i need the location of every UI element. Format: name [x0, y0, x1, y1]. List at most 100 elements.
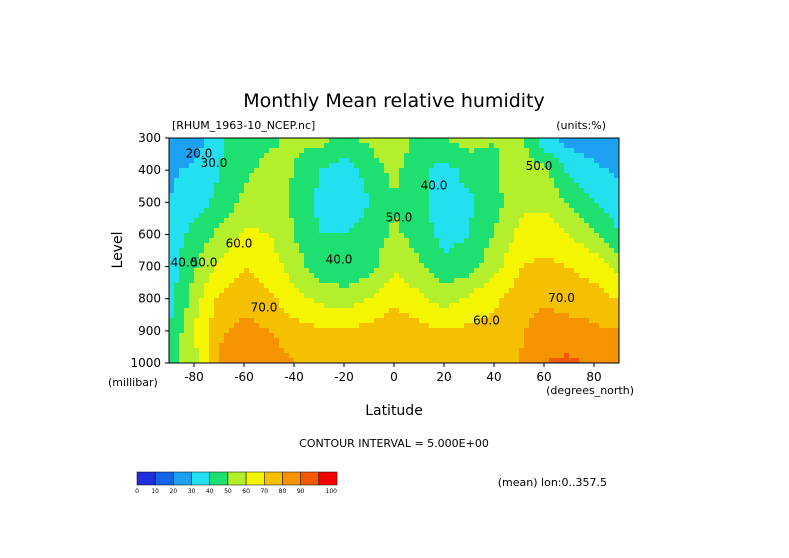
humidity-cell	[464, 208, 470, 214]
humidity-cell	[479, 278, 485, 284]
humidity-cell	[284, 293, 290, 299]
humidity-cell	[599, 288, 605, 294]
humidity-cell	[179, 273, 185, 279]
humidity-cell	[214, 248, 220, 254]
humidity-cell	[524, 283, 530, 289]
humidity-cell	[479, 228, 485, 234]
humidity-cell	[399, 163, 405, 169]
humidity-cell	[514, 328, 520, 334]
humidity-cell	[419, 283, 425, 289]
humidity-cell	[274, 288, 280, 294]
humidity-cell	[484, 318, 490, 324]
humidity-cell	[424, 248, 430, 254]
humidity-cell	[504, 328, 510, 334]
humidity-cell	[559, 153, 565, 159]
humidity-cell	[599, 263, 605, 269]
humidity-cell	[344, 258, 350, 264]
humidity-cell	[564, 213, 570, 219]
humidity-cell	[304, 168, 310, 174]
humidity-cell	[174, 323, 180, 329]
humidity-cell	[569, 333, 575, 339]
humidity-cell	[284, 343, 290, 349]
humidity-cell	[569, 183, 575, 189]
humidity-cell	[434, 173, 440, 179]
humidity-cell	[189, 263, 195, 269]
humidity-cell	[184, 158, 190, 164]
humidity-cell	[264, 233, 270, 239]
humidity-cell	[409, 343, 415, 349]
humidity-cell	[304, 188, 310, 194]
humidity-cell	[239, 183, 245, 189]
humidity-cell	[199, 328, 205, 334]
humidity-cell	[219, 328, 225, 334]
humidity-cell	[174, 358, 180, 364]
humidity-cell	[584, 203, 590, 209]
humidity-cell	[564, 143, 570, 149]
humidity-cell	[209, 148, 215, 154]
humidity-cell	[244, 313, 250, 319]
humidity-cell	[349, 183, 355, 189]
humidity-cell	[484, 343, 490, 349]
humidity-cell	[419, 223, 425, 229]
humidity-cell	[459, 153, 465, 159]
humidity-cell	[279, 228, 285, 234]
humidity-cell	[594, 138, 600, 144]
humidity-cell	[169, 278, 175, 284]
humidity-cell	[234, 353, 240, 359]
humidity-cell	[419, 278, 425, 284]
humidity-cell	[199, 273, 205, 279]
humidity-cell	[404, 278, 410, 284]
humidity-cell	[299, 233, 305, 239]
humidity-cell	[534, 163, 540, 169]
humidity-cell	[219, 233, 225, 239]
humidity-cell	[579, 273, 585, 279]
humidity-cell	[219, 183, 225, 189]
humidity-cell	[304, 358, 310, 364]
humidity-cell	[214, 288, 220, 294]
humidity-cell	[389, 153, 395, 159]
humidity-cell	[364, 358, 370, 364]
humidity-cell	[369, 328, 375, 334]
humidity-cell	[224, 308, 230, 314]
humidity-cell	[249, 198, 255, 204]
humidity-cell	[214, 228, 220, 234]
humidity-cell	[379, 263, 385, 269]
humidity-cell	[344, 318, 350, 324]
humidity-cell	[319, 163, 325, 169]
humidity-cell	[434, 228, 440, 234]
humidity-cell	[359, 323, 365, 329]
humidity-cell	[539, 163, 545, 169]
humidity-cell	[474, 183, 480, 189]
humidity-cell	[444, 258, 450, 264]
humidity-cell	[614, 208, 620, 214]
humidity-cell	[294, 243, 300, 249]
humidity-cell	[329, 298, 335, 304]
humidity-cell	[349, 178, 355, 184]
contour-label: 60.0	[226, 236, 253, 250]
humidity-cell	[259, 313, 265, 319]
humidity-cell	[189, 283, 195, 289]
humidity-cell	[489, 173, 495, 179]
humidity-cell	[414, 268, 420, 274]
humidity-cell	[359, 248, 365, 254]
humidity-cell	[594, 178, 600, 184]
humidity-cell	[249, 313, 255, 319]
humidity-cell	[254, 233, 260, 239]
humidity-cell	[174, 153, 180, 159]
humidity-cell	[324, 158, 330, 164]
humidity-cell	[354, 343, 360, 349]
humidity-cell	[239, 273, 245, 279]
humidity-cell	[384, 228, 390, 234]
humidity-cell	[304, 288, 310, 294]
humidity-cell	[494, 348, 500, 354]
humidity-cell	[474, 163, 480, 169]
humidity-cell	[304, 138, 310, 144]
humidity-cell	[289, 288, 295, 294]
humidity-cell	[514, 198, 520, 204]
humidity-cell	[379, 188, 385, 194]
humidity-cell	[594, 328, 600, 334]
humidity-cell	[379, 193, 385, 199]
humidity-cell	[479, 338, 485, 344]
humidity-cell	[369, 298, 375, 304]
humidity-cell	[194, 218, 200, 224]
